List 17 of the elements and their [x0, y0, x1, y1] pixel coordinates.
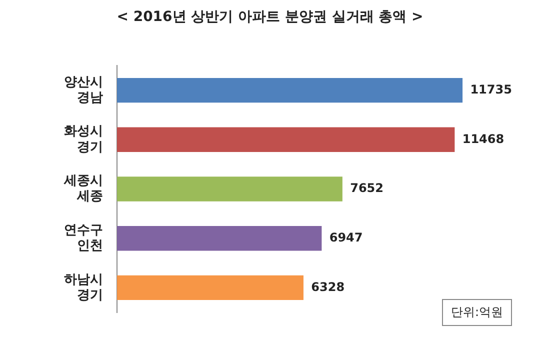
bar: [117, 176, 342, 202]
y-tick-label: 양산시 경남: [64, 74, 103, 106]
bar: [117, 226, 322, 251]
data-label: 6328: [311, 280, 345, 294]
data-label: 7652: [350, 181, 384, 196]
data-label: 11735: [470, 82, 512, 96]
y-tick-label: 연수구 인천: [64, 222, 103, 254]
y-tick-label: 하남시 경기: [64, 272, 103, 303]
annotation: 단위:억원: [442, 299, 512, 326]
y-tick-label: 세종시 세종: [63, 174, 103, 204]
bar: [117, 275, 304, 300]
y-tick-label: 화성시 경기: [64, 124, 103, 155]
chart-title: < 2016년 상반기 아파트 분양권 실거래 총액 >: [116, 8, 424, 26]
bar: [117, 127, 455, 152]
bar: [117, 78, 463, 103]
data-label: 6947: [329, 230, 363, 244]
data-label: 11468: [462, 132, 504, 146]
